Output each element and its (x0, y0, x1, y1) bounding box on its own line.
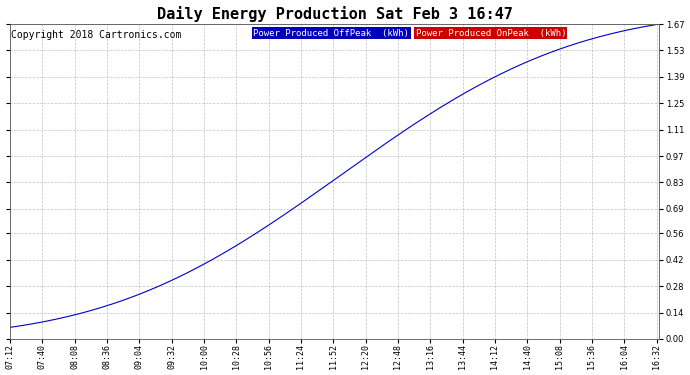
Text: Power Produced OnPeak  (kWh): Power Produced OnPeak (kWh) (415, 29, 566, 38)
Title: Daily Energy Production Sat Feb 3 16:47: Daily Energy Production Sat Feb 3 16:47 (157, 6, 513, 21)
Text: Copyright 2018 Cartronics.com: Copyright 2018 Cartronics.com (11, 30, 181, 40)
Text: Power Produced OffPeak  (kWh): Power Produced OffPeak (kWh) (253, 29, 409, 38)
